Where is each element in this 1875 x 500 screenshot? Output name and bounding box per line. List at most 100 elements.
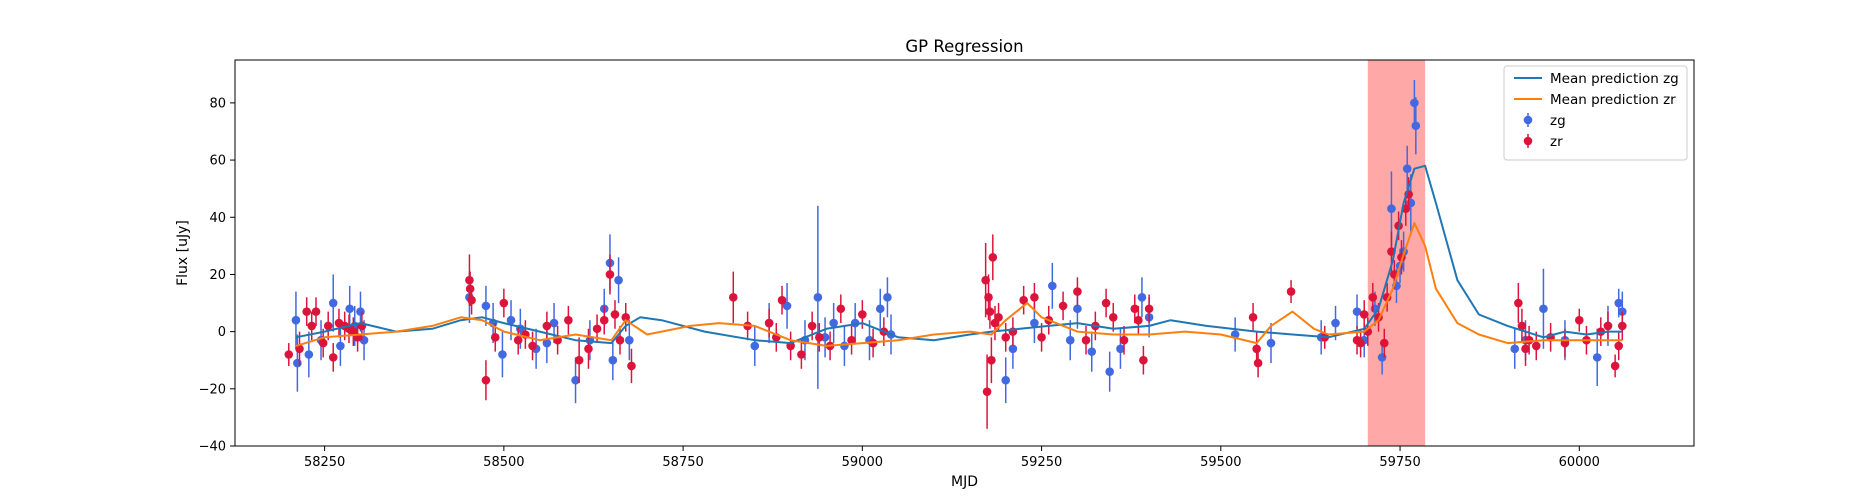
data-point bbox=[1252, 344, 1261, 354]
data-point bbox=[750, 341, 760, 351]
data-point bbox=[549, 318, 559, 328]
data-point bbox=[1119, 335, 1129, 345]
data-point bbox=[542, 338, 552, 348]
data-point bbox=[1144, 304, 1154, 314]
data-point bbox=[1603, 321, 1613, 331]
y-tick-label: 20 bbox=[209, 268, 226, 283]
y-tick-label: 80 bbox=[209, 96, 226, 111]
data-point bbox=[627, 361, 636, 371]
y-tick-label: −20 bbox=[199, 382, 226, 397]
data-point bbox=[1137, 293, 1147, 302]
data-point bbox=[291, 315, 301, 325]
data-point bbox=[506, 315, 516, 325]
y-axis-label: Flux [uJy] bbox=[175, 220, 191, 286]
series-layer bbox=[284, 80, 1627, 429]
data-point bbox=[1048, 281, 1057, 291]
data-point bbox=[1266, 338, 1276, 348]
data-point bbox=[1379, 338, 1389, 348]
legend-label: Mean prediction zr bbox=[1550, 92, 1676, 108]
x-tick-label: 59500 bbox=[1200, 455, 1241, 470]
y-tick-label: 40 bbox=[209, 211, 226, 226]
data-point bbox=[465, 284, 475, 294]
x-tick-label: 58750 bbox=[662, 455, 703, 470]
data-point bbox=[1410, 98, 1419, 108]
data-point bbox=[1105, 367, 1114, 376]
series-line-Mean-prediction-zg bbox=[295, 164, 1623, 345]
data-point bbox=[1130, 304, 1140, 314]
data-point bbox=[1387, 204, 1396, 213]
data-point bbox=[592, 324, 602, 334]
data-point bbox=[599, 315, 609, 325]
y-tick-label: 60 bbox=[209, 154, 226, 169]
data-point bbox=[345, 304, 355, 314]
data-point bbox=[1286, 287, 1296, 296]
data-point bbox=[1614, 298, 1624, 308]
data-point bbox=[1058, 301, 1068, 311]
x-tick-label: 59250 bbox=[1021, 455, 1062, 470]
data-point bbox=[295, 344, 304, 354]
legend-swatch-marker bbox=[1523, 136, 1533, 146]
data-point bbox=[328, 298, 338, 308]
data-point bbox=[1073, 287, 1082, 296]
data-point bbox=[1001, 333, 1011, 342]
legend-box bbox=[1503, 65, 1688, 161]
data-point bbox=[815, 333, 824, 342]
data-point bbox=[1019, 295, 1028, 305]
chart-title: GP Regression bbox=[905, 37, 1023, 56]
data-point bbox=[1574, 315, 1584, 325]
y-axis: −40 −20 0 20 40 60 80 bbox=[199, 96, 235, 455]
legend-label: Mean prediction zg bbox=[1550, 71, 1679, 87]
data-point bbox=[1116, 344, 1125, 354]
data-point bbox=[807, 321, 817, 331]
x-tick-label: 60000 bbox=[1559, 455, 1600, 470]
data-point bbox=[605, 270, 615, 279]
data-point bbox=[614, 275, 623, 285]
series-line-Mean-prediction-zr bbox=[295, 222, 1623, 347]
data-point bbox=[621, 313, 631, 322]
x-tick-label: 59000 bbox=[842, 455, 883, 470]
data-point bbox=[1359, 310, 1369, 319]
data-point bbox=[481, 301, 491, 311]
data-point bbox=[574, 355, 584, 365]
data-point bbox=[797, 350, 806, 359]
x-axis-label: MJD bbox=[951, 474, 978, 490]
data-point bbox=[813, 293, 823, 302]
data-point bbox=[328, 353, 338, 362]
data-point bbox=[1253, 358, 1263, 368]
legend-label: zg bbox=[1550, 113, 1566, 129]
data-point bbox=[1065, 335, 1075, 345]
data-point bbox=[608, 355, 618, 365]
data-point bbox=[1368, 293, 1378, 302]
legend-swatch-marker bbox=[1523, 115, 1533, 125]
data-point bbox=[323, 321, 333, 331]
data-point bbox=[1402, 164, 1412, 173]
data-point bbox=[1618, 321, 1627, 331]
data-point bbox=[1139, 355, 1148, 365]
data-point bbox=[1514, 298, 1523, 308]
data-point bbox=[625, 335, 634, 345]
data-point bbox=[513, 335, 523, 345]
data-point bbox=[1377, 353, 1387, 362]
data-point bbox=[875, 304, 885, 314]
data-point bbox=[336, 341, 345, 351]
data-point bbox=[293, 358, 302, 368]
data-point bbox=[284, 350, 294, 359]
data-point bbox=[1008, 344, 1018, 354]
data-point bbox=[356, 307, 365, 316]
data-point bbox=[1331, 318, 1340, 328]
legend-label: zr bbox=[1550, 134, 1563, 150]
data-point bbox=[584, 344, 593, 354]
x-tick-label: 58500 bbox=[483, 455, 524, 470]
data-point bbox=[610, 310, 620, 319]
y-tick-label: −40 bbox=[199, 440, 226, 455]
data-point bbox=[1030, 318, 1039, 328]
data-point bbox=[1030, 293, 1039, 302]
data-point bbox=[829, 318, 838, 328]
data-point bbox=[836, 304, 846, 314]
data-point bbox=[615, 335, 625, 345]
data-point bbox=[1081, 335, 1091, 345]
data-point bbox=[1101, 298, 1111, 308]
data-point bbox=[467, 295, 476, 305]
data-point bbox=[984, 293, 993, 302]
